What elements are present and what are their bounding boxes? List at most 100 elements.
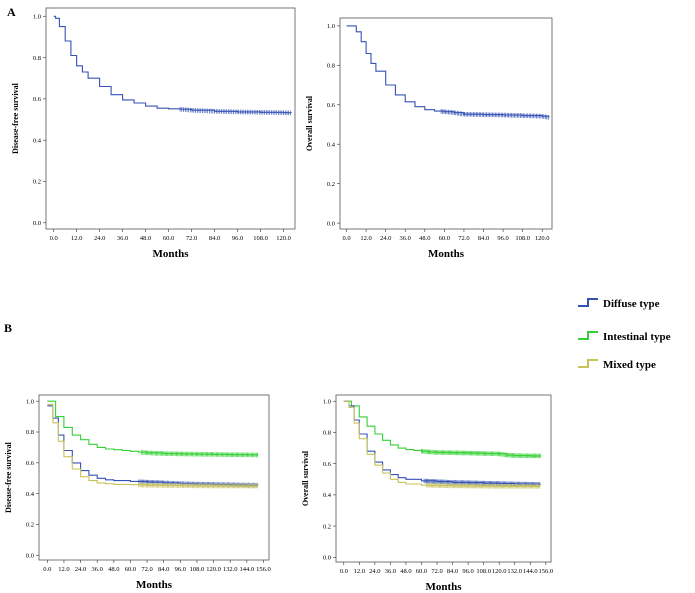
x-tick-label: 48.0 bbox=[400, 568, 411, 575]
x-tick-label: 96.0 bbox=[232, 235, 243, 242]
x-tick-label: 0.0 bbox=[43, 566, 51, 573]
legend-label-intestinal: Intestinal type bbox=[603, 331, 671, 343]
survival-curve-all-patients bbox=[53, 15, 292, 114]
x-tick-label: 60.0 bbox=[163, 235, 174, 242]
x-tick-label: 12.0 bbox=[71, 235, 82, 242]
y-tick-label: 0.4 bbox=[26, 491, 35, 498]
x-tick-label: 120.0 bbox=[492, 568, 507, 575]
y-tick-label: 0.2 bbox=[33, 179, 41, 186]
y-tick-label: 0.0 bbox=[33, 220, 41, 227]
x-axis-label: Months bbox=[428, 248, 465, 260]
x-axis-label: Months bbox=[425, 581, 462, 593]
x-tick-label: 0.0 bbox=[50, 235, 58, 242]
legend-swatch-intestinal bbox=[578, 331, 598, 340]
x-tick-label: 48.0 bbox=[419, 235, 430, 242]
x-tick-label: 24.0 bbox=[369, 568, 380, 575]
y-tick-label: 0.4 bbox=[323, 492, 332, 499]
y-tick-label: 0.4 bbox=[33, 137, 42, 144]
y-tick-label: 0.6 bbox=[33, 96, 42, 103]
x-tick-label: 120.0 bbox=[206, 566, 221, 573]
x-tick-label: 144.0 bbox=[240, 566, 255, 573]
y-tick-label: 0.0 bbox=[327, 220, 335, 227]
x-tick-label: 0.0 bbox=[340, 568, 348, 575]
censor-marks-mixed-type bbox=[426, 483, 541, 489]
x-tick-label: 108.0 bbox=[515, 235, 530, 242]
panel-label-b: B bbox=[4, 321, 12, 335]
chart-3: 0.0 12.0 24.0 36.0 48.0 60.0 72.0 84.0 96.0 108.0… bbox=[4, 394, 271, 591]
panel-label-a: A bbox=[7, 5, 16, 19]
x-tick-label: 132.0 bbox=[223, 566, 238, 573]
x-tick-label: 96.0 bbox=[497, 235, 508, 242]
x-tick-label: 144.0 bbox=[523, 568, 538, 575]
x-tick-label: 72.0 bbox=[431, 568, 442, 575]
y-axis-label: Disease-free survival bbox=[4, 441, 13, 513]
y-axis-label: Disease-free survival bbox=[11, 82, 20, 154]
y-tick-label: 1.0 bbox=[323, 398, 331, 405]
censor-marks-mixed-type bbox=[138, 482, 258, 489]
x-tick-label: 108.0 bbox=[190, 566, 205, 573]
x-tick-label: 84.0 bbox=[158, 566, 169, 573]
legend-swatch-mixed bbox=[578, 359, 598, 368]
x-tick-label: 132.0 bbox=[507, 568, 522, 575]
x-tick-label: 36.0 bbox=[400, 235, 411, 242]
x-tick-label: 36.0 bbox=[92, 566, 103, 573]
x-tick-label: 60.0 bbox=[125, 566, 136, 573]
x-axis-label: Months bbox=[136, 579, 173, 591]
y-axis-label: Overall survival bbox=[305, 95, 314, 151]
x-tick-label: 48.0 bbox=[108, 566, 119, 573]
y-tick-label: 0.6 bbox=[323, 461, 332, 468]
legend-label-diffuse: Diffuse type bbox=[603, 298, 660, 310]
y-tick-label: 0.6 bbox=[26, 460, 35, 467]
legend: Diffuse type Intestinal type Mixed type bbox=[578, 298, 671, 371]
x-tick-label: 24.0 bbox=[380, 235, 391, 242]
plot-frame bbox=[339, 17, 553, 230]
legend-swatch-diffuse bbox=[578, 298, 598, 307]
x-tick-label: 84.0 bbox=[209, 235, 220, 242]
x-tick-label: 12.0 bbox=[58, 566, 69, 573]
chart-4: 0.0 12.0 24.0 36.0 48.0 60.0 72.0 84.0 96.0 108.0… bbox=[301, 394, 554, 593]
y-tick-label: 0.4 bbox=[327, 141, 336, 148]
y-tick-label: 0.2 bbox=[327, 181, 335, 188]
censor-marks-intestinal-type bbox=[141, 450, 258, 458]
censor-marks-all-patients bbox=[179, 106, 291, 116]
legend-item-diffuse: Diffuse type bbox=[578, 298, 660, 310]
y-tick-label: 0.6 bbox=[327, 102, 336, 109]
plot-frame bbox=[45, 7, 296, 230]
censor-marks-intestinal-type bbox=[421, 448, 541, 459]
x-tick-label: 12.0 bbox=[354, 568, 365, 575]
x-tick-label: 48.0 bbox=[140, 235, 151, 242]
legend-item-mixed: Mixed type bbox=[578, 359, 656, 371]
x-axis-label: Months bbox=[152, 248, 189, 260]
y-tick-label: 0.8 bbox=[327, 63, 335, 70]
x-tick-label: 36.0 bbox=[385, 568, 396, 575]
x-tick-label: 120.0 bbox=[535, 235, 550, 242]
y-tick-label: 0.2 bbox=[323, 523, 331, 530]
x-tick-label: 108.0 bbox=[253, 235, 268, 242]
x-tick-label: 120.0 bbox=[276, 235, 291, 242]
x-tick-label: 24.0 bbox=[94, 235, 105, 242]
plot-frame bbox=[38, 394, 270, 561]
y-tick-label: 1.0 bbox=[33, 13, 41, 20]
plot-frame bbox=[335, 394, 552, 563]
y-tick-label: 1.0 bbox=[26, 398, 34, 405]
chart-2: 0.0 12.0 24.0 36.0 48.0 60.0 72.0 84.0 96.0 108.0… bbox=[305, 17, 553, 260]
y-tick-label: 0.8 bbox=[26, 429, 34, 436]
x-tick-label: 72.0 bbox=[141, 566, 152, 573]
legend-label-mixed: Mixed type bbox=[603, 359, 656, 371]
x-tick-label: 84.0 bbox=[447, 568, 458, 575]
y-tick-label: 0.8 bbox=[33, 55, 41, 62]
x-tick-label: 84.0 bbox=[478, 235, 489, 242]
chart-1: 0.0 12.0 24.0 36.0 48.0 60.0 72.0 84.0 96.0 108.0… bbox=[11, 7, 296, 260]
x-tick-label: 24.0 bbox=[75, 566, 86, 573]
x-tick-label: 0.0 bbox=[342, 235, 350, 242]
x-tick-label: 156.0 bbox=[539, 568, 554, 575]
x-tick-label: 72.0 bbox=[458, 235, 469, 242]
x-tick-label: 96.0 bbox=[462, 568, 473, 575]
x-tick-label: 96.0 bbox=[175, 566, 186, 573]
y-tick-label: 0.0 bbox=[26, 553, 34, 560]
x-tick-label: 60.0 bbox=[416, 568, 427, 575]
y-tick-label: 1.0 bbox=[327, 23, 335, 30]
x-tick-label: 72.0 bbox=[186, 235, 197, 242]
charts: 0.0 12.0 24.0 36.0 48.0 60.0 72.0 84.0 96.0 108.0… bbox=[4, 7, 554, 593]
